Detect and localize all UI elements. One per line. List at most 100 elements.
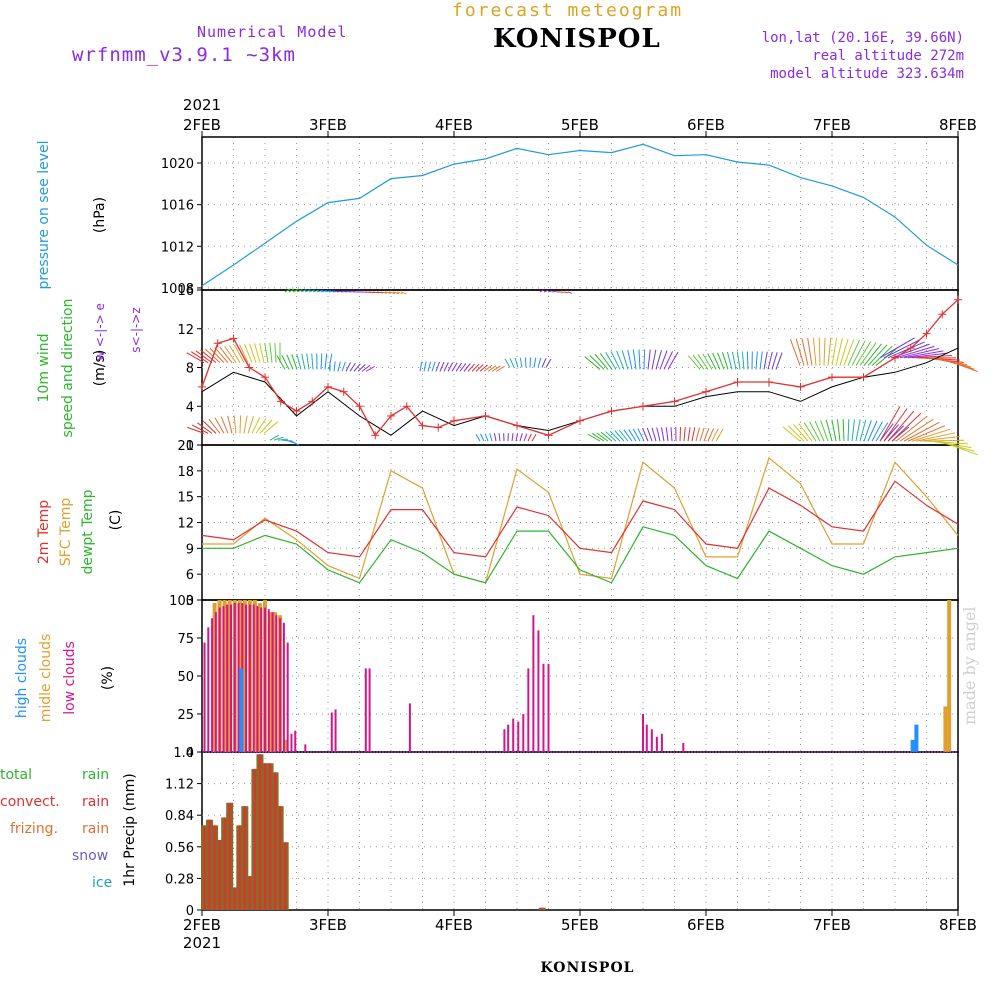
wind-arrow bbox=[663, 351, 673, 370]
precip-legend-2: convect. bbox=[0, 794, 60, 810]
wind-arrow-upper bbox=[304, 289, 311, 293]
wind-arrow bbox=[847, 339, 860, 366]
wind-arrow bbox=[726, 351, 733, 370]
y-tick-label: 1.4 bbox=[173, 746, 194, 761]
wind-arrow-lower bbox=[609, 430, 621, 442]
wind-arrow bbox=[643, 349, 646, 370]
wind-arrow-lower bbox=[259, 419, 273, 434]
cloud-bar-low-clouds bbox=[271, 612, 274, 752]
wind-arrow-lower bbox=[820, 420, 829, 442]
wind-arrow bbox=[431, 361, 436, 372]
wind-arrow-lower bbox=[837, 419, 841, 442]
precip-legend-6: snow bbox=[72, 848, 108, 864]
wind-arrow-lower bbox=[859, 419, 867, 442]
cloud-unit-label: (%) bbox=[100, 666, 116, 690]
wind-arrow bbox=[741, 351, 745, 370]
wind-arrow-lower bbox=[605, 431, 617, 442]
wind-arrow bbox=[717, 352, 725, 370]
wind-arrow-lower bbox=[883, 408, 908, 442]
wind-arrow-lower bbox=[587, 433, 601, 442]
y-tick-label: 12 bbox=[177, 517, 194, 532]
wind-arrow bbox=[883, 339, 920, 359]
cloud-bar-midle-clouds bbox=[257, 603, 262, 752]
wind-arrow-lower bbox=[907, 425, 946, 442]
wind-arrow bbox=[736, 351, 741, 370]
precip-convect-bar bbox=[228, 802, 231, 910]
wind-arrow bbox=[423, 361, 427, 372]
x-tick-label-bottom: 7FEB bbox=[813, 916, 851, 934]
footer-station: KONISPOL bbox=[540, 960, 635, 976]
wind-arrow bbox=[209, 347, 225, 364]
wind-arrow bbox=[831, 337, 838, 366]
wind-arrow bbox=[324, 353, 328, 370]
cloud-bar-low-clouds bbox=[542, 663, 545, 752]
wind-arrow bbox=[746, 351, 749, 370]
cloud-bar-low-clouds bbox=[207, 627, 210, 752]
wind-arrow-upper bbox=[288, 288, 295, 293]
wind-direction-legend-2: s<-|->z bbox=[129, 307, 143, 352]
wind-arrow-lower bbox=[600, 431, 613, 442]
temp-dew-title: dewpt Temp bbox=[80, 489, 96, 574]
wind-arrow-upper bbox=[563, 291, 569, 294]
wind-arrow-lower bbox=[683, 427, 686, 442]
y-tick-label: 0 bbox=[186, 439, 194, 454]
cloud-bar-low-clouds bbox=[248, 604, 251, 752]
wind-arrow bbox=[867, 344, 888, 366]
wind-arrow-lower bbox=[939, 440, 978, 456]
wind-arrow bbox=[234, 344, 245, 363]
wind-arrow-lower bbox=[875, 422, 889, 442]
wind-arrow bbox=[610, 351, 621, 370]
wind-arrow-lower bbox=[243, 415, 248, 434]
wind-arrow-upper bbox=[324, 290, 331, 293]
wind-arrow bbox=[839, 338, 849, 366]
wind-arrow-lower bbox=[591, 433, 605, 442]
cloud-bar-low-clouds bbox=[282, 622, 285, 752]
wind-arrow bbox=[818, 337, 821, 366]
precip-convect-bar bbox=[243, 806, 246, 910]
wind-arrow bbox=[459, 363, 467, 372]
wind-arrow bbox=[200, 349, 217, 364]
wind-arrow-lower bbox=[493, 433, 497, 442]
wind-arrow bbox=[269, 342, 273, 363]
precip-convect-bar bbox=[541, 907, 544, 910]
model-altitude-label: model altitude 323.634m bbox=[770, 66, 964, 82]
wind-arrow bbox=[638, 349, 641, 370]
wind-arrow-lower bbox=[191, 424, 209, 434]
wind-arrow bbox=[524, 357, 527, 368]
wind-arrow-lower bbox=[596, 432, 609, 442]
cloud-bar-low-clouds bbox=[252, 604, 255, 752]
wind-arrow bbox=[801, 338, 809, 366]
wind-arrow bbox=[281, 354, 290, 370]
wind-arrow bbox=[286, 354, 294, 370]
wind-arrow bbox=[514, 357, 519, 368]
y-tick-label: 1012 bbox=[161, 240, 194, 255]
wind-arrow bbox=[357, 364, 366, 372]
wind-arrow-lower bbox=[842, 419, 845, 442]
cloud-bar-low-clouds bbox=[286, 642, 289, 752]
wind-arrow-upper bbox=[388, 291, 395, 294]
dewpoint-line bbox=[202, 526, 959, 584]
wind-arrow-lower bbox=[895, 415, 928, 442]
wind-arrow-lower bbox=[233, 415, 237, 434]
high-clouds-title: high clouds bbox=[14, 638, 30, 718]
product-title: forecast meteogram bbox=[452, 0, 684, 21]
pressure-axis-title: pressure on see level bbox=[36, 140, 52, 289]
wind-arrow-lower bbox=[919, 435, 960, 442]
wind-arrow-lower bbox=[273, 436, 284, 441]
wind-arrow-lower bbox=[867, 420, 878, 442]
y-tick-label: 1016 bbox=[161, 199, 194, 214]
wind-arrow bbox=[599, 352, 613, 370]
cloud-bar-low-clouds bbox=[203, 642, 206, 752]
wind-arrow bbox=[863, 343, 882, 366]
wind-arrow-lower bbox=[614, 430, 625, 442]
wind-arrow bbox=[533, 357, 537, 368]
wind-arrow bbox=[659, 350, 668, 370]
cloud-bar-low-clouds bbox=[527, 668, 530, 752]
precip-convect-bar bbox=[223, 817, 226, 910]
wind-arrow bbox=[721, 352, 729, 370]
wind-arrow-lower bbox=[911, 428, 951, 442]
wind-arrow-lower bbox=[531, 433, 537, 442]
wind-arrow bbox=[627, 349, 633, 370]
cloud-bar-low-clouds bbox=[260, 607, 263, 752]
